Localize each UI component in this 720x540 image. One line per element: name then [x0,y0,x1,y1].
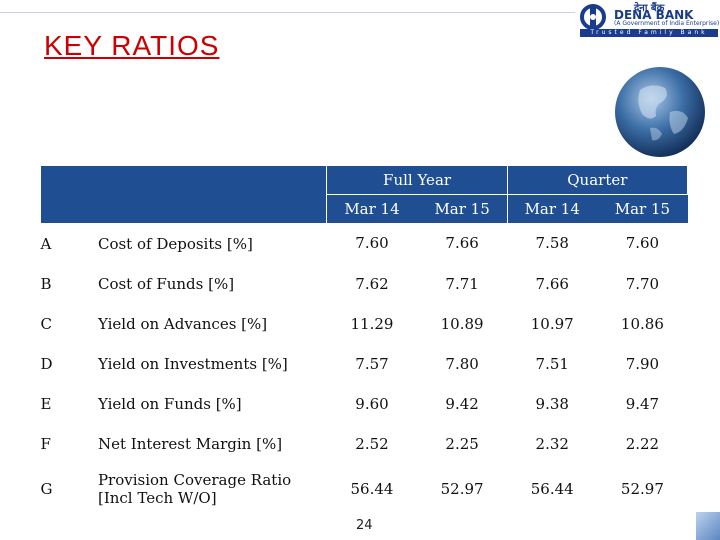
slide-title: KEY RATIOS [44,30,220,61]
row-metric: Cost of Deposits [%] [97,234,253,253]
row-code: G [40,479,53,498]
row-value: 10.89 [440,314,484,333]
table-row: A Cost of Deposits [%] 7.60 7.66 7.58 7.… [41,223,688,264]
row-value: 10.97 [530,314,574,333]
row-value: 7.57 [355,354,389,373]
row-value: 52.97 [440,479,484,498]
row-value: 9.38 [535,394,569,413]
row-value: 10.86 [620,314,664,333]
top-divider-line [0,12,575,13]
bank-govt-text: (A Government of India Enterprise) [614,20,720,27]
column-header: Mar 15 [417,194,508,223]
row-value: 7.58 [535,234,569,253]
globe-icon [615,67,705,157]
row-code: E [40,394,52,413]
page-number: 24 [356,518,373,533]
row-value: 7.62 [355,274,389,293]
table-row: B Cost of Funds [%] 7.62 7.71 7.66 7.70 [41,264,688,304]
row-code: C [40,314,52,333]
column-header: Mar 15 [597,194,689,223]
bank-name: DENA BANK [614,8,694,22]
row-code: F [40,434,51,453]
table-row: E Yield on Funds [%] 9.60 9.42 9.38 9.47 [41,384,688,424]
corner-decoration [696,512,720,540]
row-metric: Net Interest Margin [%] [97,434,283,453]
row-value: 2.25 [445,434,479,453]
row-value: 56.44 [350,479,394,498]
table-row: G Provision Coverage Ratio [Incl Tech W/… [41,464,688,514]
row-value: 7.71 [445,274,479,293]
bank-logo-mark-icon [580,4,606,30]
row-code: B [40,274,52,293]
row-metric: Yield on Advances [%] [97,314,268,333]
row-value: 9.60 [355,394,389,413]
row-metric: Yield on Investments [%] [97,354,288,373]
row-value: 11.29 [350,314,394,333]
table-header-blank [39,165,328,224]
group-header-full-year: Full Year [326,165,508,195]
row-code: D [40,354,53,373]
row-value: 56.44 [530,479,574,498]
row-value: 2.32 [535,434,569,453]
column-header: Mar 14 [507,194,598,223]
key-ratios-table: Full Year Quarter Mar 14 Mar 15 Mar 14 M… [39,165,689,514]
row-value: 7.60 [355,234,389,253]
row-value: 7.80 [445,354,479,373]
row-value: 7.90 [625,354,660,373]
row-value: 2.52 [355,434,389,453]
row-value: 7.66 [445,234,479,253]
row-value: 9.42 [445,394,479,413]
table-row: C Yield on Advances [%] 11.29 10.89 10.9… [41,304,688,344]
table-row: D Yield on Investments [%] 7.57 7.80 7.5… [41,344,688,384]
row-value: 7.60 [625,234,660,253]
bank-logo: देना बैंक DENA BANK (A Government of Ind… [578,0,720,40]
column-header: Mar 14 [326,194,418,223]
row-metric: Provision Coverage Ratio [Incl Tech W/O] [97,470,292,507]
row-value: 7.66 [535,274,569,293]
row-value: 9.47 [625,394,660,413]
row-metric: Cost of Funds [%] [97,274,235,293]
bank-name-hindi: देना बैंक [634,3,665,14]
row-value: 52.97 [620,479,664,498]
row-value: 7.70 [625,274,660,293]
bank-tagline: Trusted Family Bank [580,29,718,37]
row-metric: Yield on Funds [%] [97,394,242,413]
table-row: F Net Interest Margin [%] 2.52 2.25 2.32… [41,424,688,464]
row-value: 7.51 [535,354,569,373]
group-header-quarter: Quarter [506,165,689,195]
row-value: 2.22 [625,434,660,453]
row-code: A [40,234,52,253]
